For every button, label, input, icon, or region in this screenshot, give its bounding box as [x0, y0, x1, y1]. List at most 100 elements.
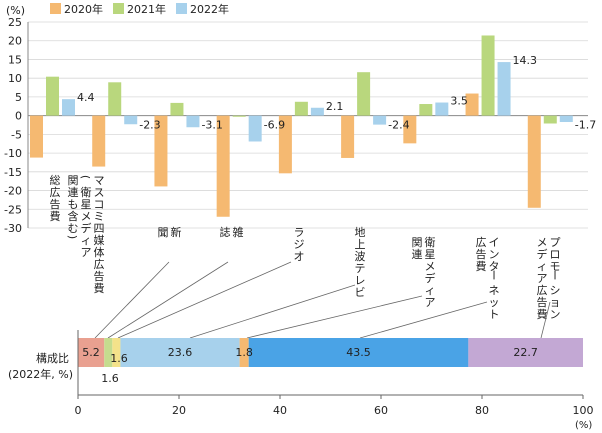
y-tick-label: 5: [15, 91, 22, 104]
svg-text:プ: プ: [550, 236, 561, 249]
y-tick-label: -25: [4, 203, 22, 216]
bar-radio-2021年: [294, 101, 308, 116]
bar-radio-2020年: [278, 115, 292, 174]
bar-internet-2022年: [497, 62, 511, 116]
svg-text:広: 広: [537, 284, 548, 297]
x-tick-label: 0: [75, 404, 82, 417]
bar-magazine-2022年: [248, 115, 262, 142]
bar-newspaper-2022年: [186, 115, 200, 128]
svg-text:ス: ス: [94, 186, 105, 199]
segment-newspaper: [78, 338, 105, 367]
bar-total-2020年: [30, 115, 43, 158]
svg-text:関: 関: [412, 236, 423, 249]
bar-newspaper-2021年: [170, 102, 184, 116]
composition-x-axis: 0 20 40 60 80 100: [75, 330, 594, 417]
svg-text:雑: 雑: [233, 225, 244, 239]
segment-label-promo: 22.7: [513, 346, 538, 359]
category-label: ラジオ: [294, 226, 305, 263]
svg-text:告: 告: [537, 296, 548, 309]
bar-mass4-2021年: [108, 82, 122, 116]
svg-text:体: 体: [94, 245, 105, 259]
svg-text:連: 連: [412, 247, 423, 261]
svg-text:関: 関: [68, 174, 79, 187]
svg-text:ミ: ミ: [94, 210, 105, 223]
svg-text:も: も: [68, 198, 79, 211]
data-label-2022: -3.1: [201, 119, 222, 132]
y-tick-label: 0: [15, 110, 22, 123]
svg-text:新: 新: [171, 225, 182, 239]
bar-series: 4.4 -2.3 -3.1 -6.9 2.1 -2.4 3.5 14.3 -1.7: [30, 35, 596, 217]
y-tick-label: -10: [4, 147, 22, 160]
data-label-2022: -2.3: [139, 119, 160, 132]
segment-satellite: [239, 338, 249, 367]
bar-promo-2020年: [527, 115, 541, 208]
y-tick-label: -15: [4, 166, 22, 179]
svg-text:告: 告: [476, 248, 487, 261]
y-tick-label: -20: [4, 185, 22, 198]
svg-text:ョ: ョ: [550, 296, 561, 309]
svg-text:ー: ー: [487, 270, 500, 281]
bar-mass4-2022年: [124, 115, 138, 125]
bar-satellite-2022年: [435, 102, 449, 116]
bar-total-2022年: [62, 99, 75, 116]
x-tick-label: 20: [172, 404, 186, 417]
category-label: 新聞: [158, 225, 182, 239]
bar-promo-2022年: [559, 115, 573, 123]
leader-promo: [540, 301, 551, 339]
data-label-2022: 4.4: [77, 91, 95, 104]
y-tick-label: -5: [11, 128, 22, 141]
data-label-2022: -2.4: [388, 119, 409, 132]
svg-text:波: 波: [355, 250, 366, 263]
bar-internet-2020年: [465, 93, 479, 116]
svg-text:誌: 誌: [220, 225, 231, 239]
bar-tv-2022年: [373, 115, 387, 125]
svg-text:レ: レ: [355, 274, 366, 287]
segment-label-radio: 1.6: [110, 352, 128, 365]
svg-text:広: 広: [94, 258, 105, 271]
bar-total-2021年: [46, 76, 59, 116]
data-label-2022: 2.1: [326, 100, 344, 113]
y-tick-label: 25: [8, 16, 22, 29]
svg-text:聞: 聞: [158, 226, 169, 239]
segment-label-tv: 23.6: [168, 346, 193, 359]
legend-swatch: [176, 3, 187, 14]
svg-text:オ: オ: [294, 250, 305, 263]
svg-text:シ: シ: [550, 284, 561, 297]
svg-text:デ: デ: [537, 247, 548, 261]
svg-text:テ: テ: [355, 262, 366, 275]
svg-text:ー: ー: [548, 270, 561, 281]
bar-newspaper-2020年: [154, 115, 168, 187]
svg-text:デ: デ: [425, 271, 436, 285]
segment-tv: [120, 338, 240, 367]
svg-text:ン: ン: [550, 308, 561, 321]
y-axis-unit: (%): [6, 4, 25, 17]
legend-label: 2022年: [190, 2, 229, 16]
data-label-2022: -6.9: [264, 119, 285, 132]
svg-text:総: 総: [50, 173, 61, 187]
leader-lines: [94, 261, 551, 339]
bar-tv-2021年: [357, 72, 371, 116]
legend-swatch: [50, 3, 61, 14]
composition-axis-label-2: (2022年, %): [8, 367, 73, 381]
svg-text:星: 星: [81, 198, 92, 211]
svg-text:ィ: ィ: [425, 284, 436, 297]
svg-text:ア: ア: [81, 246, 92, 259]
segment-label-newspaper: 5.2: [82, 346, 100, 359]
svg-text:モ: モ: [550, 260, 561, 273]
segment-label-magazine: 1.6: [101, 372, 119, 385]
svg-text:媒: 媒: [94, 234, 105, 247]
svg-text:費: 費: [476, 259, 487, 273]
svg-text:告: 告: [50, 198, 61, 211]
svg-text:ッ: ッ: [489, 296, 500, 309]
svg-text:マ: マ: [94, 174, 105, 187]
svg-text:ビ: ビ: [355, 286, 366, 299]
y-tick-label: 15: [8, 53, 22, 66]
svg-text:ジ: ジ: [294, 238, 305, 251]
svg-text:メ: メ: [425, 260, 436, 273]
bar-tv-2020年: [341, 115, 355, 158]
segment-label-internet: 43.5: [346, 346, 371, 359]
